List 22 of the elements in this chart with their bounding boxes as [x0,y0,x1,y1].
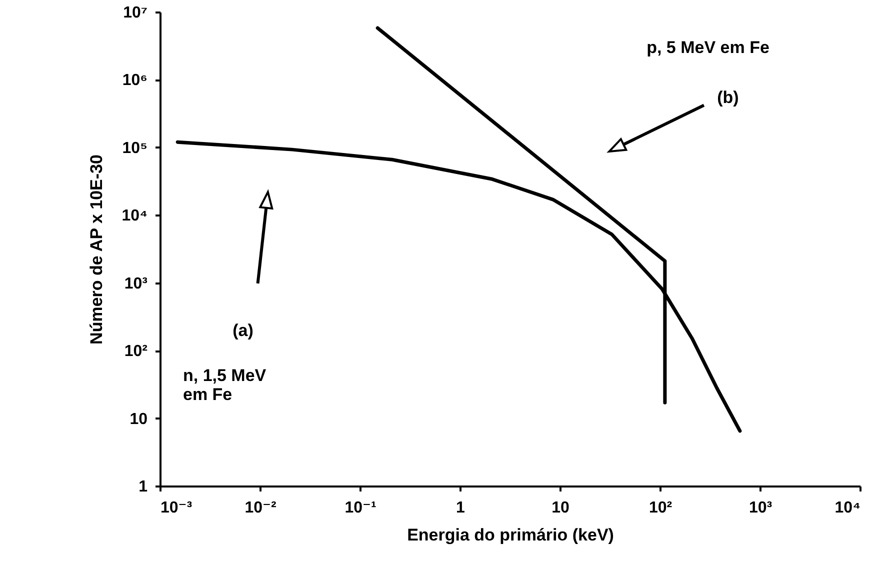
x-tick-label: 10⁻² [244,500,276,516]
y-tick-label: 10⁶ [122,72,148,90]
y-axis-title: Número de AP x 10E-30 [86,154,106,344]
y-tick-label: 10³ [124,275,148,292]
y-tick-label: 10² [124,343,148,360]
y-tick-label: 10⁴ [122,208,148,225]
y-tick-label: 10⁷ [123,4,148,22]
x-axis-title: Energia do primário (keV) [407,526,614,544]
y-tick-label: 1 [138,478,148,496]
x-tick-label: 10⁻³ [160,500,192,516]
annotation: n, 1,5 MeV em Fe [183,366,267,404]
annotation: p, 5 MeV em Fe [646,38,770,57]
annotation: (a) [232,321,254,340]
x-tick-label: 10² [648,500,672,516]
x-tick-label: 10⁻¹ [344,500,376,516]
annotation: (b) [717,88,739,107]
x-tick-label: 10⁴ [834,500,861,516]
x-tick-label: 1 [456,500,466,516]
x-tick-label: 10 [552,500,570,516]
y-tick-label: 10⁵ [122,140,148,157]
x-tick-label: 10³ [748,500,772,516]
y-tick-label: 10 [130,410,148,428]
